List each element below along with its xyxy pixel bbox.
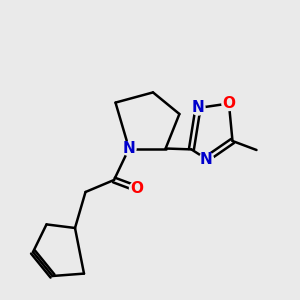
Circle shape <box>200 152 213 166</box>
Circle shape <box>122 142 136 155</box>
Text: O: O <box>130 181 143 196</box>
Circle shape <box>222 97 236 110</box>
Text: O: O <box>222 96 236 111</box>
Text: N: N <box>200 152 213 166</box>
Text: N: N <box>123 141 135 156</box>
Text: N: N <box>192 100 204 116</box>
Circle shape <box>130 182 143 195</box>
Circle shape <box>191 101 205 115</box>
